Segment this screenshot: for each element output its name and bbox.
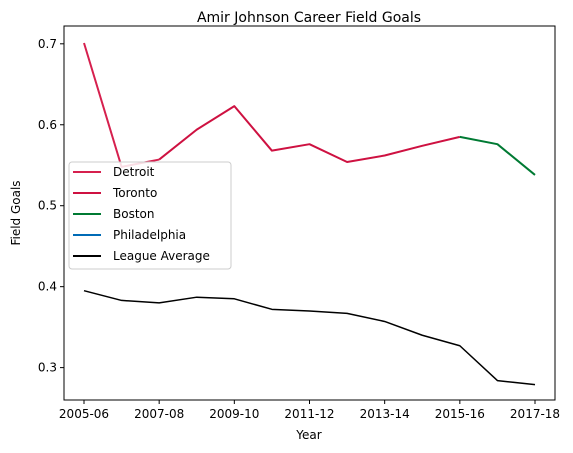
y-tick-label: 0.5	[38, 199, 57, 213]
x-tick-label: 2015-16	[435, 407, 485, 421]
y-tick-label: 0.6	[38, 118, 57, 132]
x-axis-label: Year	[295, 428, 321, 442]
y-axis-label: Field Goals	[9, 180, 23, 245]
y-tick-label: 0.3	[38, 361, 57, 375]
plot-area	[83, 42, 536, 386]
x-tick-label: 2017-18	[510, 407, 560, 421]
x-axis: 2005-06 2007-08 2009-10 2011-12 2013-14 2015-…	[59, 400, 560, 421]
series-line-league-average	[83, 289, 536, 386]
series-line-toronto	[158, 105, 461, 163]
legend-box	[68, 161, 232, 270]
x-tick-label: 2013-14	[360, 407, 410, 421]
legend: Detroit Toronto Boston Philadelphia League A…	[68, 161, 232, 270]
x-tick-label: 2005-06	[59, 407, 109, 421]
x-tick-label: 2007-08	[134, 407, 184, 421]
legend-label-toronto: Toronto	[112, 186, 157, 200]
y-axis: 0.3 0.4 0.5 0.6 0.7	[38, 37, 64, 375]
legend-label-detroit: Detroit	[113, 165, 155, 179]
x-tick-label: 2011-12	[284, 407, 334, 421]
legend-label-league-average: League Average	[113, 249, 210, 263]
legend-label-philadelphia: Philadelphia	[113, 228, 186, 242]
x-tick-label: 2009-10	[209, 407, 259, 421]
y-tick-label: 0.7	[38, 37, 57, 51]
legend-label-boston: Boston	[113, 207, 154, 221]
y-tick-label: 0.4	[38, 280, 57, 294]
series-line-boston	[459, 135, 536, 176]
chart-title: Amir Johnson Career Field Goals	[197, 10, 421, 26]
